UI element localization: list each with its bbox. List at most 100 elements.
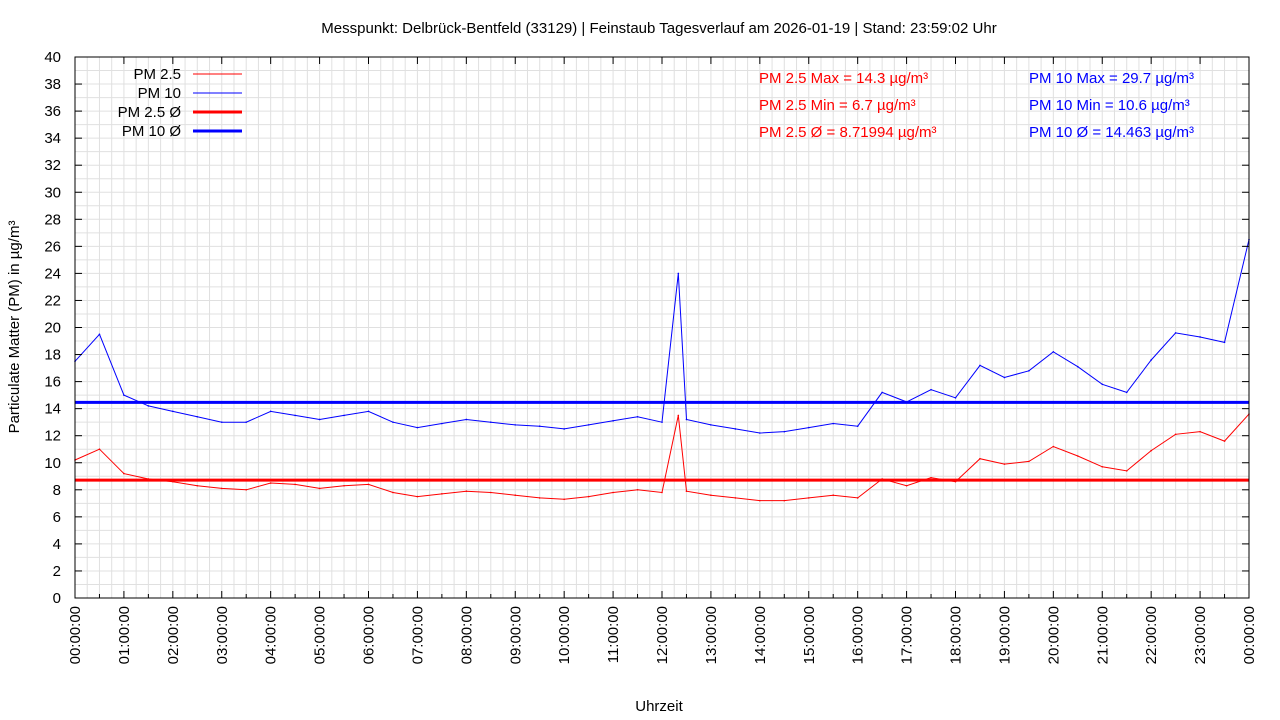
series-pm-2-5-line [74,413,1250,502]
series-pm-2-5-point [685,490,688,492]
series-pm-2-5-point [783,499,786,502]
series-pm-10-point [1101,383,1104,386]
y-tick-label: 14 [44,401,61,418]
y-tick-label: 32 [44,157,61,174]
pm25-stat: PM 2.5 Max = 14.3 µg/m³ [759,70,928,87]
series-pm-2-5-point [1174,433,1177,436]
series-pm-2-5-point [807,497,810,499]
series-pm-10-point [661,421,663,423]
series-pm-10-point [318,418,321,421]
x-tick-label: 19:00:00 [996,606,1013,664]
series-pm-10-point [954,397,957,399]
x-tick-label: 01:00:00 [116,606,133,664]
series-pm-2-5-point [1101,466,1104,468]
y-tick-label: 24 [44,265,61,282]
series-pm-2-5-point [514,494,517,497]
series-pm-10-point [343,414,345,417]
series-pm-2-5-point [269,482,272,484]
y-tick-label: 6 [53,509,61,526]
x-tick-label: 03:00:00 [214,606,231,664]
series-pm-2-5-point [759,499,761,502]
x-tick-label: 20:00:00 [1045,606,1062,664]
x-tick-label: 21:00:00 [1094,606,1111,664]
series-pm-2-5-point [318,487,321,490]
x-tick-label: 18:00:00 [948,606,965,664]
series-pm-10-point [1076,365,1079,368]
series-pm-2-5-point [587,495,590,498]
series-pm-10-point [1052,351,1055,353]
series-pm-10-point [1223,341,1226,344]
x-tick-label: 22:00:00 [1143,606,1160,664]
x-tick-label: 16:00:00 [850,606,867,664]
pm25-stat: PM 2.5 Ø = 8.71994 µg/m³ [759,124,936,141]
series-pm-2-5-point [636,489,639,491]
x-tick-label: 12:00:00 [654,606,671,664]
x-tick-label: 15:00:00 [801,606,818,664]
stats-annotations: PM 2.5 Max = 14.3 µg/m³ PM 2.5 Min = 6.7 … [759,70,1194,141]
legend-label-pm-10-avg: PM 10 Ø [122,123,182,140]
series-pm-2-5-point [196,484,199,487]
series-pm-10-point [677,272,680,275]
series-pm-10-point [1174,332,1177,334]
y-tick-label: 8 [53,482,61,499]
series-pm-10-point [416,426,419,429]
series-pm-10-point [979,364,981,367]
series-pm-2-5-point [98,448,101,451]
series-pm-2-5-point [123,472,125,475]
series-pm-2-5-point [832,494,835,497]
series-pm-10-point [147,405,150,407]
series-pm-10-point [881,391,883,394]
y-tick-label: 18 [44,347,61,364]
series-pm-2-5-point [710,494,712,497]
series-pm-10-point [930,388,932,391]
y-tick-label: 28 [44,211,61,228]
series-pm-2-5-point [1003,463,1006,465]
series-pm-2-5-point [441,493,443,495]
series-pm-10-point [587,424,590,426]
series-pm-2-5-point [1028,460,1030,463]
chart-title: Messpunkt: Delbrück-Bentfeld (33129) | F… [321,20,996,37]
series-pm-2-5-point [416,495,419,498]
series-pm-10-point [1003,376,1006,379]
y-tick-label: 12 [44,428,61,445]
y-tick-label: 30 [44,184,61,201]
x-tick-label: 02:00:00 [165,606,182,664]
x-axis-label: Uhrzeit [635,698,683,715]
series-pm-2-5-point [392,491,394,494]
series-pm-10-point [514,424,517,426]
series-pm-10-point [294,414,296,417]
x-tick-label: 08:00:00 [458,606,475,664]
series-pm-10-point [636,415,639,418]
series-pm-10-point [392,421,394,423]
legend-label-pm-10: PM 10 [138,85,181,102]
series-pm-2-5-point [677,414,680,417]
series-pm-10-point [1125,391,1128,394]
series-pm-10-point [856,425,859,428]
legend-label-pm-2-5-avg: PM 2.5 Ø [118,104,182,121]
x-tick-label: 07:00:00 [409,606,426,664]
series-pm-10-line [74,239,1250,434]
series-pm-2-5-point [489,491,492,494]
series-pm-10-point [489,421,492,423]
series-pm-2-5-point [220,487,223,490]
series-pm-2-5-point [538,497,541,499]
series-pm-10-point [612,420,614,422]
series-pm-10-point [710,424,712,426]
series-pm-2-5-point [930,476,932,479]
series-pm-2-5-point [734,497,737,499]
x-tick-label: 00:00:00 [1241,606,1258,664]
x-tick-label: 17:00:00 [899,606,916,664]
series-pm-10-point [783,430,786,433]
pm10-stat: PM 10 Max = 29.7 µg/m³ [1029,70,1194,87]
series-pm-2-5-point [612,491,614,494]
series-pm-10-point [538,425,541,428]
series-pm-10-point [172,410,174,413]
series-pm-2-5-point [1199,430,1201,433]
series-pm-2-5-point [367,483,370,486]
y-tick-label: 10 [44,455,61,472]
series-pm-10-point [1199,336,1201,338]
pm10-stat: PM 10 Min = 10.6 µg/m³ [1029,97,1190,114]
series-pm-10-point [441,422,443,425]
